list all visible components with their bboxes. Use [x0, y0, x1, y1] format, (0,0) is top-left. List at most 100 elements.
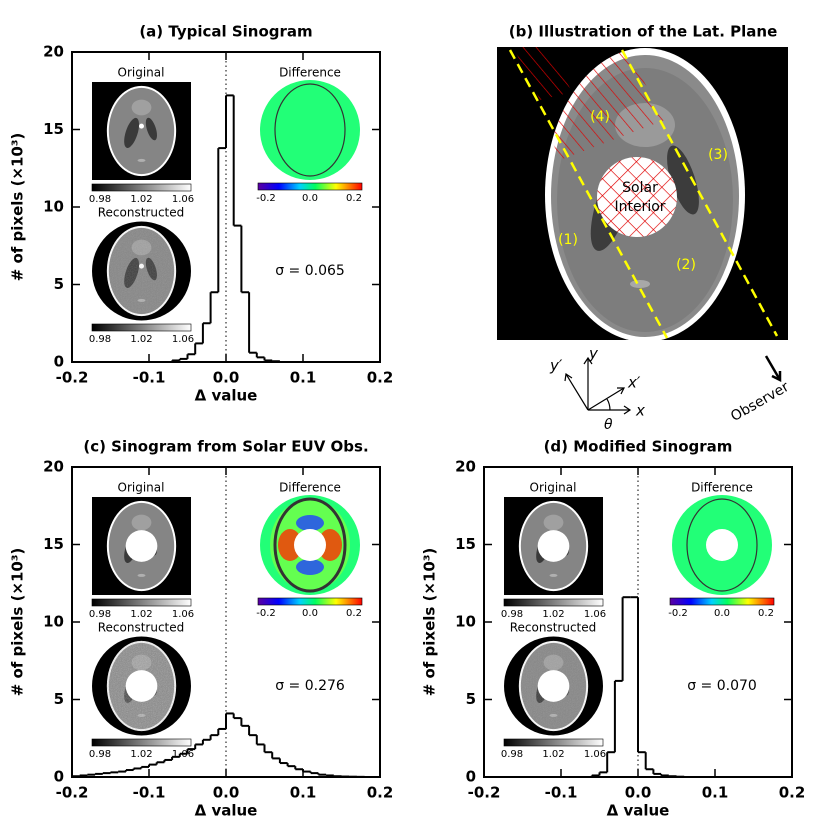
colorbar-tick-label: 1.02 [130, 334, 152, 345]
colorbar [503, 598, 604, 607]
region-label: (2) [676, 257, 696, 273]
interior-hole [706, 529, 738, 561]
histogram-panel: (d) Modified Sinogram Original 0.98 1.02 1.0… [421, 438, 806, 820]
y-axis-label: # of pixels (×10³) [421, 548, 439, 697]
axis-symbol: x′ [627, 374, 641, 392]
colorbar-tick-label: 1.06 [584, 749, 606, 760]
hatched-region [513, 47, 572, 100]
inset-title: Original [118, 66, 165, 80]
y-tick-label: 5 [54, 275, 64, 293]
colorbar [669, 597, 775, 606]
inset-title: Difference [279, 66, 341, 80]
phantom-lobe [145, 117, 157, 141]
y-tick-label: 0 [466, 768, 476, 786]
y-axis-label: # of pixels (×10³) [9, 548, 27, 697]
colorbar-tick-label: -0.2 [668, 608, 688, 619]
inset-title: Original [530, 481, 577, 495]
y-tick-label: 10 [455, 613, 476, 631]
x-axis-label: Δ value [195, 387, 258, 405]
colorbar-tick-label: 0.98 [89, 334, 111, 345]
colorbar-tick-label: 1.02 [130, 609, 152, 620]
x-tick-label: 0.0 [625, 784, 652, 802]
annotation: σ = 0.070 [687, 678, 757, 694]
interior-hole [294, 529, 326, 561]
inset-title: Difference [691, 481, 753, 495]
difference-ring [273, 497, 347, 593]
colorbar-tick-label: 0.2 [758, 608, 774, 619]
histogram-panel: (a) Typical Sinogram Original 0.98 1.02 1.06… [9, 23, 394, 405]
x-tick-label: -0.2 [56, 784, 89, 802]
colorbar-tick-label: 0.98 [89, 194, 111, 205]
colorbar-tick-label: -0.2 [256, 193, 276, 204]
x-axis-label: Δ value [607, 802, 670, 820]
histogram-panel: (c) Sinogram from Solar EUV Obs. Original… [9, 438, 394, 820]
region-label: (4) [590, 109, 610, 125]
illustration: (b) Illustration of the Lat. Plane (4) (… [497, 23, 792, 433]
difference-zone [318, 529, 342, 561]
colorbar [257, 597, 363, 606]
phantom-body [108, 87, 175, 175]
colorbar-tick-label: 1.02 [542, 749, 564, 760]
inset-title: Reconstructed [510, 621, 597, 635]
y-tick-label: 10 [43, 198, 64, 216]
inset-title: Difference [279, 481, 341, 495]
axes-diagram [564, 356, 632, 415]
panel-title: (c) Sinogram from Solar EUV Obs. [83, 438, 368, 456]
colorbar-tick-label: 0.0 [302, 193, 318, 204]
colorbar-tick-label: 0.98 [89, 609, 111, 620]
colorbar [91, 183, 192, 192]
panel-title: (b) Illustration of the Lat. Plane [509, 23, 778, 41]
x-tick-label: -0.1 [133, 369, 166, 387]
panel-title: (d) Modified Sinogram [544, 438, 733, 456]
colorbar [503, 738, 604, 747]
x-tick-label: -0.2 [56, 369, 89, 387]
colorbar-tick-label: 0.2 [346, 608, 362, 619]
dashed-boundary [508, 49, 669, 339]
axis-symbol: x [635, 402, 645, 420]
y-tick-label: 15 [455, 535, 476, 553]
phantom-dot [630, 280, 650, 288]
colorbar-tick-label: 0.98 [89, 749, 111, 760]
dashed-boundary [620, 49, 779, 337]
phantom-top [131, 99, 152, 116]
colorbar-tick-label: 1.06 [172, 609, 194, 620]
y-tick-label: 20 [43, 43, 64, 61]
x-tick-label: 0.2 [779, 784, 806, 802]
y-tick-label: 15 [43, 535, 64, 553]
inset-title: Reconstructed [98, 206, 185, 220]
colorbar-tick-label: 0.98 [501, 609, 523, 620]
colorbar-tick-label: 0.98 [501, 749, 523, 760]
phantom-spot [139, 123, 144, 129]
colorbar-tick-label: 0.0 [714, 608, 730, 619]
annotation: σ = 0.065 [275, 263, 345, 279]
y-tick-label: 5 [466, 690, 476, 708]
phantom-dot [137, 158, 146, 162]
colorbar-tick-label: -0.2 [256, 608, 276, 619]
y-tick-label: 5 [54, 690, 64, 708]
observer-arrow [764, 355, 782, 383]
colorbar [91, 598, 192, 607]
colorbar-tick-label: 0.2 [346, 193, 362, 204]
axis-symbol: y [588, 345, 599, 363]
y-tick-label: 10 [43, 613, 64, 631]
axis-symbol: θ [604, 417, 613, 433]
interior-hole [537, 670, 570, 702]
difference-zone [278, 529, 302, 561]
colorbar-tick-label: 1.06 [172, 194, 194, 205]
y-tick-label: 0 [54, 768, 64, 786]
x-tick-label: 0.0 [213, 369, 240, 387]
y-tick-label: 15 [43, 120, 64, 138]
phantom-top [543, 514, 564, 531]
x-tick-label: 0.1 [290, 784, 317, 802]
x-tick-label: 0.1 [702, 784, 729, 802]
region-label: (1) [558, 232, 578, 248]
colorbar-tick-label: 1.02 [542, 609, 564, 620]
colorbar-tick-label: 0.0 [302, 608, 318, 619]
difference-zone [296, 515, 324, 531]
x-tick-label: 0.1 [290, 369, 317, 387]
difference-ring [686, 498, 758, 592]
y-tick-label: 0 [54, 353, 64, 371]
colorbar-tick-label: 1.02 [130, 749, 152, 760]
interior-label: Interior [614, 199, 665, 215]
